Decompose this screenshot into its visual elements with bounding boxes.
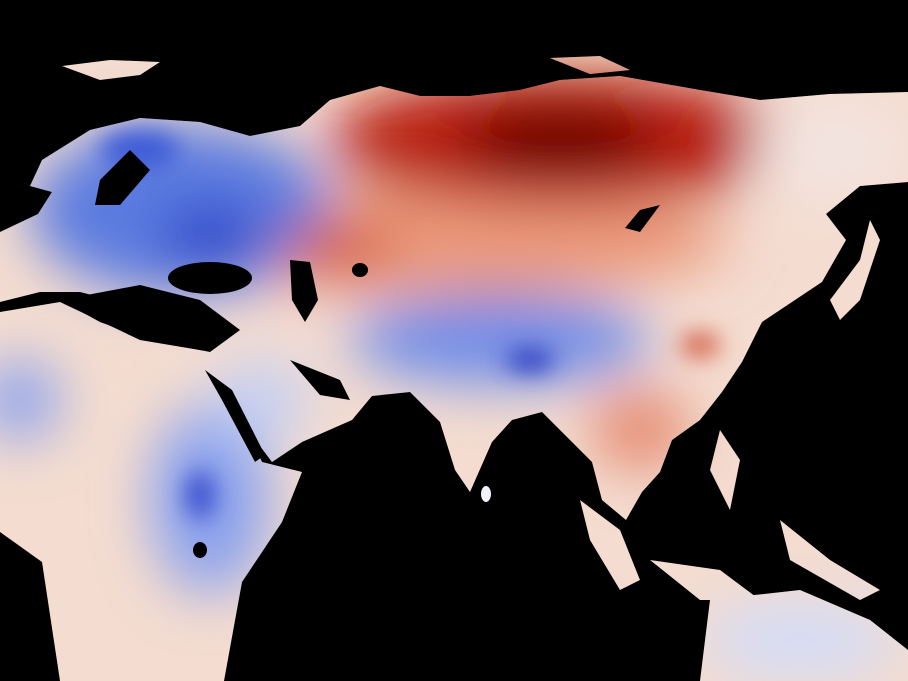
black-sea xyxy=(168,262,252,294)
mediterranean xyxy=(60,285,240,352)
anomaly-field xyxy=(0,75,908,680)
persian-gulf xyxy=(290,360,350,400)
siberia-warm-core xyxy=(460,108,660,172)
west-africa-cold xyxy=(0,360,60,440)
lake-victoria xyxy=(193,542,207,558)
caspian-sea xyxy=(290,260,318,322)
warm-spot xyxy=(680,333,720,357)
baltic-sea xyxy=(95,150,150,205)
indochina-warm xyxy=(590,390,690,470)
europe-cold-core xyxy=(160,205,260,265)
red-sea xyxy=(205,370,265,462)
aral-sea xyxy=(352,263,368,277)
islands xyxy=(481,486,491,502)
tibet-cold xyxy=(350,295,650,385)
east-neutral xyxy=(750,100,908,200)
australia-cool xyxy=(700,600,900,680)
cold-spot xyxy=(185,470,215,520)
sri-lanka xyxy=(481,486,491,502)
cold-spot xyxy=(505,348,555,372)
inland-seas xyxy=(60,150,660,558)
lake-baikal xyxy=(625,205,660,232)
europe-cold xyxy=(30,125,330,295)
